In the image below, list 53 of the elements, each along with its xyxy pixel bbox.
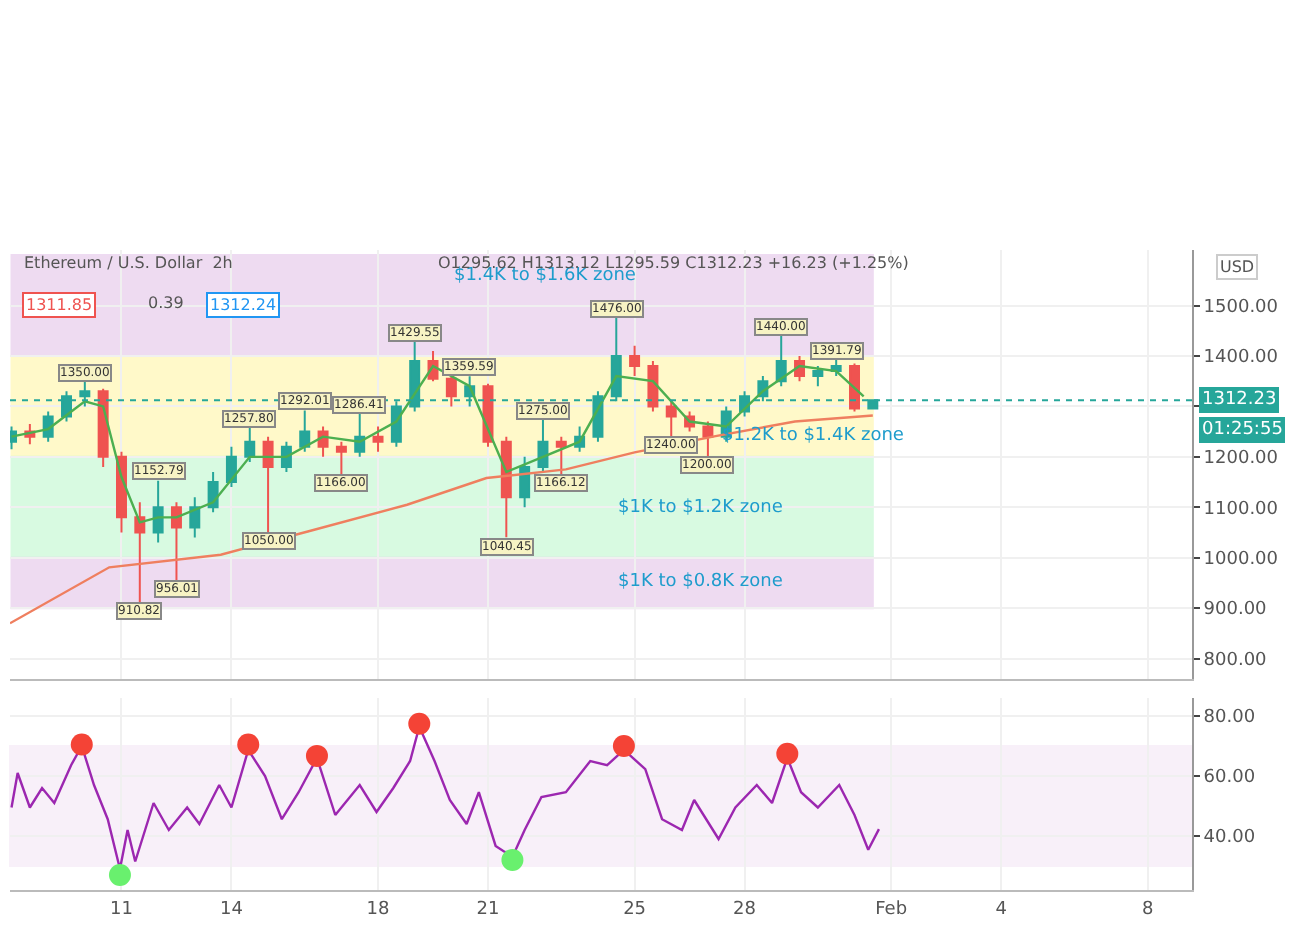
candlestick: [225, 445, 237, 489]
y-tick-label: 60.00: [1203, 768, 1256, 789]
candlestick: [244, 426, 256, 463]
text: 01:25:55: [1202, 420, 1283, 440]
candlestick: [775, 334, 787, 388]
x-tick-label: 21: [476, 899, 500, 920]
y-tick-label: 1400.00: [1203, 348, 1279, 369]
y-tick-label: 800.00: [1203, 650, 1268, 671]
candlestick: [812, 365, 824, 388]
annotation: 1312.24: [210, 296, 277, 314]
x-tick-label: 25: [623, 899, 647, 920]
y-tick-label: 80.00: [1203, 708, 1256, 729]
band-label: $1.4K to $1.6K zone: [454, 266, 637, 286]
y-tick-label: 1000.00: [1203, 550, 1279, 571]
candlestick: [335, 440, 347, 475]
x-tick-label: 18: [366, 899, 391, 920]
candlestick: [152, 479, 164, 544]
candlestick: [647, 359, 659, 413]
band-label: $1K to $0.8K zone: [618, 572, 784, 592]
candlestick: [519, 455, 531, 509]
band-label: $1K to $1.2K zone: [618, 498, 784, 518]
x-tick-label: 8: [1141, 899, 1154, 920]
x-tick-label: 4: [995, 899, 1008, 920]
candlestick: [445, 376, 457, 408]
candlestick: [702, 420, 714, 458]
candlestick: [170, 501, 182, 581]
candlestick: [555, 435, 567, 475]
annotation: Ethereum / U.S. Dollar 2h: [24, 254, 233, 272]
candlestick: [280, 440, 292, 473]
ref-line-label: 1312.23: [1202, 390, 1277, 410]
x-tick-label: 14: [219, 899, 244, 920]
x-tick-label: Feb: [875, 899, 908, 920]
candlestick: [299, 409, 311, 453]
candlestick: [537, 418, 549, 473]
candlestick: [629, 344, 641, 378]
x-tick-label: 28: [733, 899, 757, 920]
annotation: O1295.62 H1313.12 L1295.59 C1312.23 +16.23 (+1.25%): [438, 254, 909, 272]
y-tick-label: 1200.00: [1203, 449, 1279, 470]
y-tick-label: 900.00: [1203, 600, 1268, 621]
candlestick: [665, 400, 677, 438]
candlestick: [134, 501, 146, 604]
candlestick: [372, 425, 384, 453]
x-tick-label: 11: [110, 899, 133, 920]
y-tick-label: 1100.00: [1203, 499, 1279, 520]
candlestick: [262, 435, 274, 534]
text: USD: [1220, 258, 1255, 276]
y-tick-label: 1500.00: [1203, 297, 1279, 318]
candlestick: [500, 435, 512, 539]
annotation: 0.39: [148, 294, 184, 312]
y-tick-label: 40.00: [1203, 828, 1256, 849]
band-label: $1.2K to $1.4K zone: [722, 426, 905, 446]
annotation: 1311.85: [26, 296, 93, 314]
candlestick: [189, 496, 201, 539]
